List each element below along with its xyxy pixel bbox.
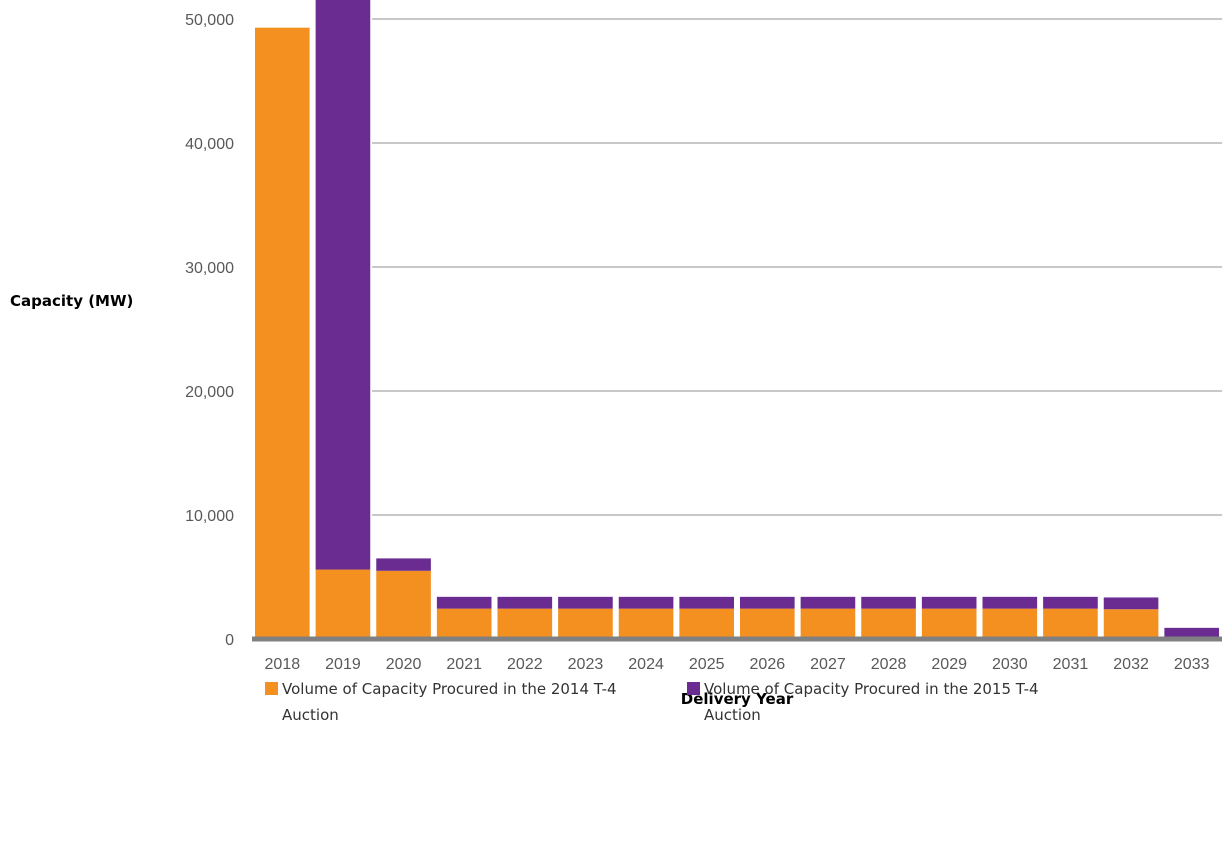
bar-2025-series-2 <box>679 596 734 609</box>
bar-2030-series-2 <box>982 596 1038 609</box>
bar-2026-series-2 <box>740 596 795 609</box>
bar-2028-series-2 <box>861 596 916 609</box>
legend-swatch-2014 <box>265 682 278 695</box>
x-tick-label: 2026 <box>750 656 786 673</box>
bar-2027-series-1 <box>800 608 856 639</box>
bar-2024-series-1 <box>618 608 674 639</box>
x-tick-label: 2023 <box>568 656 604 673</box>
gridlines <box>372 18 1222 516</box>
bar-2032-series-1 <box>1103 609 1159 639</box>
x-tick-label: 2019 <box>325 656 361 673</box>
y-axis-title: Capacity (MW) <box>10 292 133 310</box>
x-tick-label: 2018 <box>265 656 301 673</box>
x-tick-label: 2027 <box>810 656 846 673</box>
x-tick-label: 2028 <box>871 656 907 673</box>
bar-2024-series-2 <box>618 596 674 609</box>
bar-2030-series-1 <box>982 608 1038 639</box>
bar-2027-series-2 <box>800 596 856 609</box>
bar-2019-series-2 <box>315 0 371 570</box>
x-tick-label: 2024 <box>628 656 664 673</box>
x-axis-title: Delivery Year <box>681 690 794 708</box>
y-tick-label: 0 <box>225 632 234 649</box>
bar-2033-series-2 <box>1164 627 1219 639</box>
bar-2026-series-1 <box>740 608 795 639</box>
legend-item-2015: Volume of Capacity Procured in the 2015 … <box>687 676 1074 728</box>
bar-2022-series-1 <box>497 608 553 639</box>
bar-2031-series-2 <box>1043 596 1098 609</box>
y-tick-label: 50,000 <box>185 12 234 29</box>
bar-2021-series-2 <box>436 596 492 609</box>
y-tick-label: 20,000 <box>185 384 234 401</box>
legend-label-2014: Volume of Capacity Procured in the 2014 … <box>282 680 617 724</box>
bar-2018-series-1 <box>255 27 310 640</box>
bar-2020-series-1 <box>376 570 431 639</box>
bar-2032-series-2 <box>1103 597 1159 610</box>
bars <box>255 0 1219 640</box>
y-tick-label: 30,000 <box>185 260 234 277</box>
y-tick-label: 40,000 <box>185 136 234 153</box>
bar-2029-series-2 <box>921 596 977 609</box>
x-tick-label: 2033 <box>1174 656 1210 673</box>
x-tick-label: 2021 <box>446 656 482 673</box>
bar-2025-series-1 <box>679 608 734 639</box>
legend-label-2015: Volume of Capacity Procured in the 2015 … <box>704 680 1039 724</box>
bar-2019-series-1 <box>315 569 371 639</box>
bar-2023-series-2 <box>558 596 613 609</box>
x-tick-label: 2020 <box>386 656 422 673</box>
bar-2031-series-1 <box>1043 608 1098 639</box>
bar-2029-series-1 <box>921 608 977 639</box>
x-axis-tick-labels: 2018 2019 2020 2021 2022 2023 2024 2025 2026 2027… <box>265 656 1210 673</box>
y-axis-tick-labels: 0 10,000 20,000 30,000 40,000 50,000 <box>185 12 234 649</box>
bar-2020-series-2 <box>376 558 431 571</box>
x-tick-label: 2031 <box>1053 656 1089 673</box>
bar-2021-series-1 <box>436 608 492 639</box>
x-tick-label: 2032 <box>1113 656 1149 673</box>
legend-swatch-2015 <box>687 682 700 695</box>
x-tick-label: 2029 <box>931 656 967 673</box>
bar-2028-series-1 <box>861 608 916 639</box>
y-tick-label: 10,000 <box>185 508 234 525</box>
bar-2022-series-2 <box>497 596 553 609</box>
bar-2023-series-1 <box>558 608 613 639</box>
x-tick-label: 2025 <box>689 656 725 673</box>
x-tick-label: 2022 <box>507 656 543 673</box>
legend-item-2014: Volume of Capacity Procured in the 2014 … <box>265 676 652 728</box>
x-tick-label: 2030 <box>992 656 1028 673</box>
